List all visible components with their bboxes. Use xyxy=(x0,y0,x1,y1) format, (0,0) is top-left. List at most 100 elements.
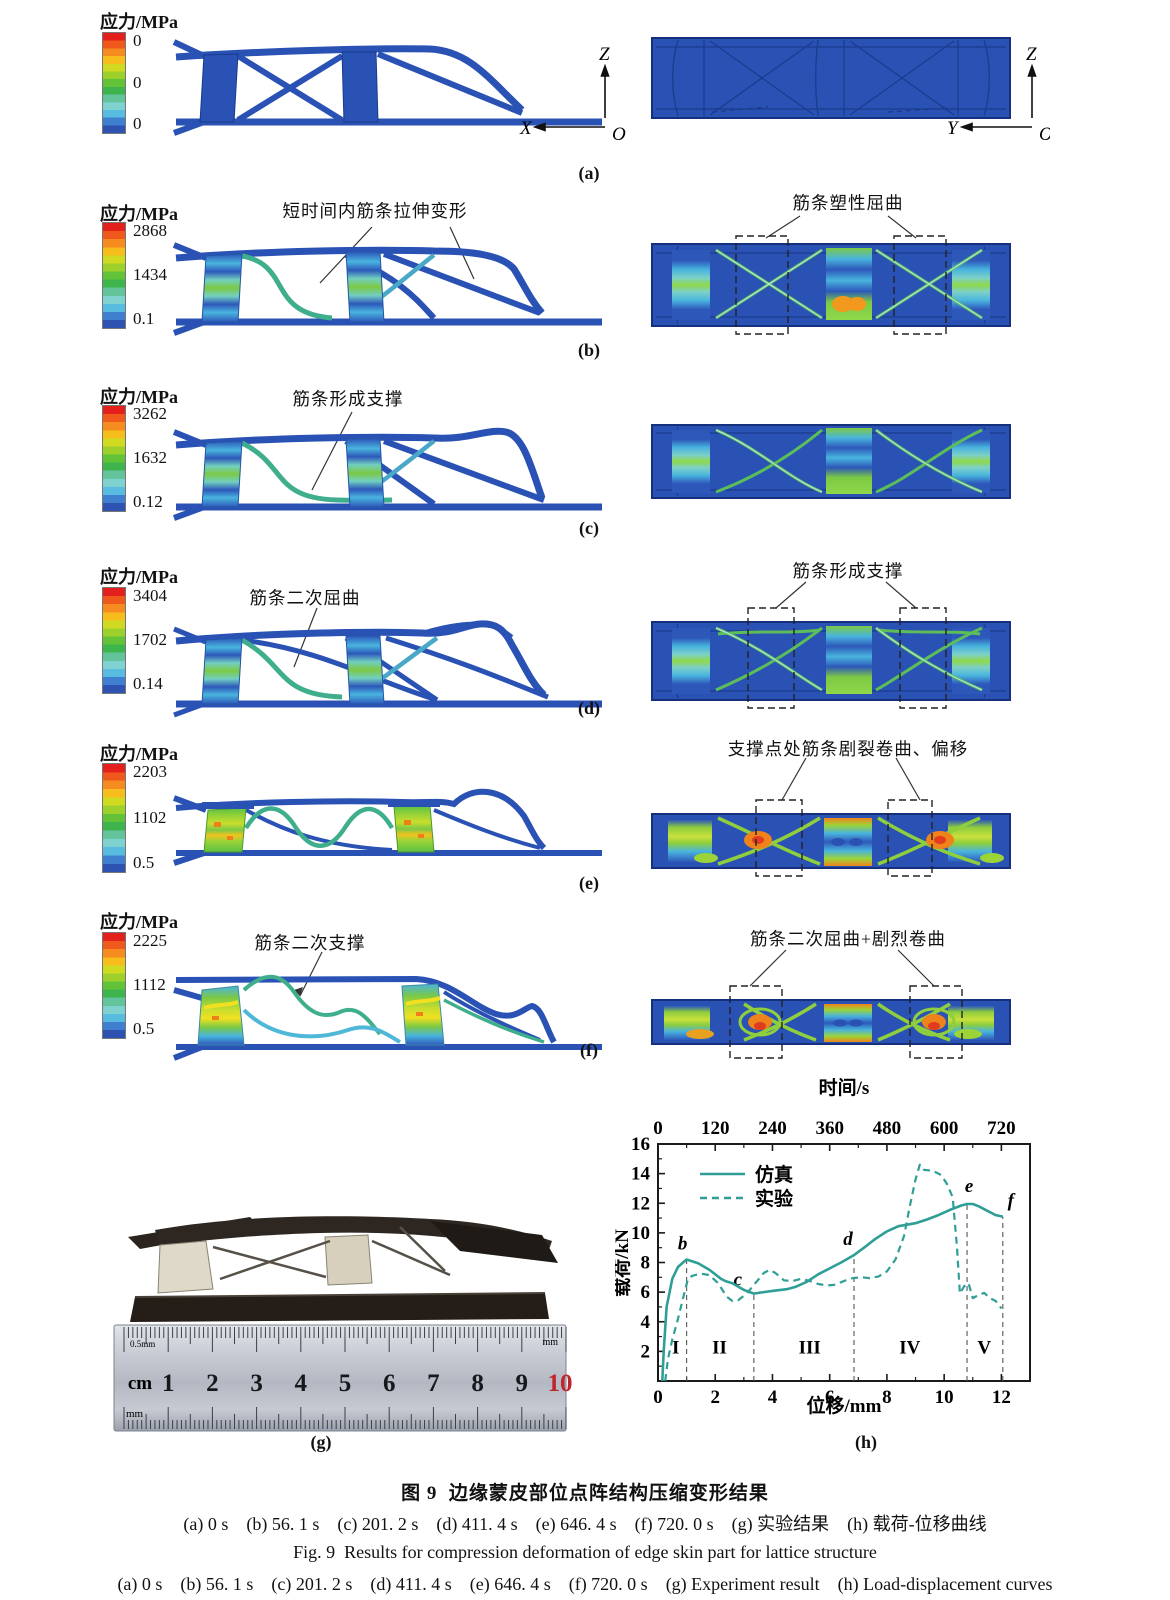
fem-side-view-f xyxy=(172,951,602,1061)
legend-label-1: 实验 xyxy=(755,1187,794,1210)
colorbar-title-f: 应力/MPa xyxy=(100,912,178,932)
annotation-c-left: 筋条形成支撑 xyxy=(292,389,404,409)
caption-sublabels-zh: (a) 0 s (b) 56. 1 s (c) 201. 2 s (d) 411… xyxy=(183,1514,987,1534)
ruler-number: 4 xyxy=(295,1370,308,1397)
annotation-d-left: 筋条二次屈曲 xyxy=(249,588,361,608)
ruler-number: 3 xyxy=(250,1370,263,1397)
caption-title-en: Fig. 9 Results for compression deformati… xyxy=(293,1542,877,1562)
ruler-bottomleft-label: mm xyxy=(126,1408,144,1420)
svg-text:0: 0 xyxy=(653,1118,663,1139)
panel-label-g: (g) xyxy=(310,1432,332,1452)
fem-front-view-a xyxy=(651,37,1011,119)
colorbar-gradient-e xyxy=(102,763,126,873)
svg-text:8: 8 xyxy=(641,1253,651,1274)
fem-side-view-a xyxy=(172,39,602,136)
legend-label-0: 仿真 xyxy=(755,1163,793,1186)
fem-front-view-f xyxy=(651,949,1011,1059)
colorbar-labels-f: 2225 1112 0.5 xyxy=(126,932,167,1037)
colorbar-labels-a: 0 0 0 xyxy=(126,32,142,132)
svg-text:12: 12 xyxy=(631,1193,650,1214)
panel-label-e: (e) xyxy=(579,873,599,893)
colorbar-mid-e: 1102 xyxy=(133,807,167,827)
colorbar-max-f: 2225 xyxy=(133,931,167,950)
colorbar-min-a: 0 xyxy=(133,114,142,133)
region-I: I xyxy=(672,1338,679,1359)
marker-d: d xyxy=(843,1229,853,1250)
axis-z2-label: Z xyxy=(1026,44,1037,65)
colorbar-min-b: 0.1 xyxy=(133,309,155,328)
colorbar-mid-d: 1702 xyxy=(133,630,167,649)
colorbar-labels-b: 2868 1434 0.1 xyxy=(126,222,167,327)
axis-y-label: Y xyxy=(947,118,960,139)
svg-text:2: 2 xyxy=(710,1387,720,1408)
colorbar-title-e: 应力/MPa xyxy=(100,744,178,764)
fem-front-view-e xyxy=(651,757,1011,877)
panel-label-a: (a) xyxy=(578,163,600,183)
colorbar-a: 0 0 0 xyxy=(102,32,142,134)
svg-text:720: 720 xyxy=(987,1118,1016,1139)
annotation-b-left: 短时间内筋条拉伸变形 xyxy=(282,201,468,221)
marker-b: b xyxy=(678,1234,688,1255)
region-III: III xyxy=(799,1338,821,1359)
svg-text:10: 10 xyxy=(631,1223,650,1244)
colorbar-labels-c: 3262 1632 0.12 xyxy=(126,405,167,510)
ruler-topright-label: mm xyxy=(542,1337,558,1348)
colorbar-gradient-f xyxy=(102,932,126,1039)
panel-label-d: (d) xyxy=(578,698,600,718)
svg-text:8: 8 xyxy=(882,1387,892,1408)
fem-side-view-c xyxy=(172,411,602,521)
colorbar-b: 2868 1434 0.1 xyxy=(102,222,167,329)
colorbar-title-a: 应力/MPa xyxy=(100,12,178,32)
region-II: II xyxy=(712,1338,727,1359)
colorbar-mid-c: 1632 xyxy=(133,448,167,467)
ruler-number: 8 xyxy=(471,1370,484,1397)
annotation-b-right: 筋条塑性屈曲 xyxy=(792,193,904,213)
chart-y-axis-title: 载荷/kN xyxy=(615,1229,633,1297)
ruler-unit-label: cm xyxy=(128,1373,152,1394)
chart-top-axis-title: 时间/s xyxy=(819,1078,870,1099)
svg-text:120: 120 xyxy=(701,1118,730,1139)
colorbar-min-d: 0.14 xyxy=(133,674,163,693)
fem-front-view-d xyxy=(651,581,1011,709)
ruler-number: 6 xyxy=(383,1370,396,1397)
colorbar-mid-a: 0 xyxy=(133,72,142,92)
ruler-number: 5 xyxy=(339,1370,352,1397)
svg-text:16: 16 xyxy=(631,1134,650,1155)
svg-text:10: 10 xyxy=(935,1387,954,1408)
colorbar-mid-b: 1434 xyxy=(133,265,167,284)
ruler-number: 7 xyxy=(427,1370,440,1397)
panel-label-c: (c) xyxy=(579,518,599,538)
colorbar-gradient-c xyxy=(102,405,126,512)
colorbar-max-c: 3262 xyxy=(133,404,167,423)
svg-text:240: 240 xyxy=(758,1118,787,1139)
colorbar-labels-e: 2203 1102 0.5 xyxy=(126,763,167,871)
colorbar-max-d: 3404 xyxy=(133,586,167,605)
marker-e: e xyxy=(965,1176,974,1197)
svg-text:360: 360 xyxy=(815,1118,844,1139)
ruler-number: 2 xyxy=(206,1370,219,1397)
svg-text:600: 600 xyxy=(930,1118,959,1139)
colorbar-min-f: 0.5 xyxy=(133,1019,155,1038)
ruler-number: 9 xyxy=(516,1370,529,1397)
colorbar-title-d: 应力/MPa xyxy=(100,567,178,587)
panel-label-f: (f) xyxy=(580,1040,598,1060)
ruler-topleft-label: 0.5mm xyxy=(130,1339,155,1349)
svg-text:6: 6 xyxy=(825,1387,835,1408)
ruler-number: 10 xyxy=(548,1370,573,1397)
caption-sublabels-en: (a) 0 s (b) 56. 1 s (c) 201. 2 s (d) 411… xyxy=(117,1574,1053,1594)
fem-side-view-e xyxy=(172,788,602,866)
experiment-photo: 1 2 3 4 5 6 7 8 9 10 cm 0.5mm mm mm xyxy=(113,1216,573,1432)
colorbar-gradient-b xyxy=(102,222,126,329)
axes-glyph-xz: Z X O xyxy=(519,44,626,143)
colorbar-gradient-d xyxy=(102,587,126,694)
panel-label-h: (h) xyxy=(855,1432,877,1452)
series-solid xyxy=(661,1202,1004,1382)
colorbar-title-c: 应力/MPa xyxy=(100,387,178,407)
fem-front-view-c xyxy=(651,424,1011,499)
marker-c: c xyxy=(734,1270,743,1291)
colorbar-f: 2225 1112 0.5 xyxy=(102,932,167,1039)
axes-glyph-yz: Z Y O xyxy=(947,44,1050,143)
marker-f: f xyxy=(1008,1191,1016,1212)
ruler: 1 2 3 4 5 6 7 8 9 10 cm 0.5mm mm mm xyxy=(113,1324,573,1432)
